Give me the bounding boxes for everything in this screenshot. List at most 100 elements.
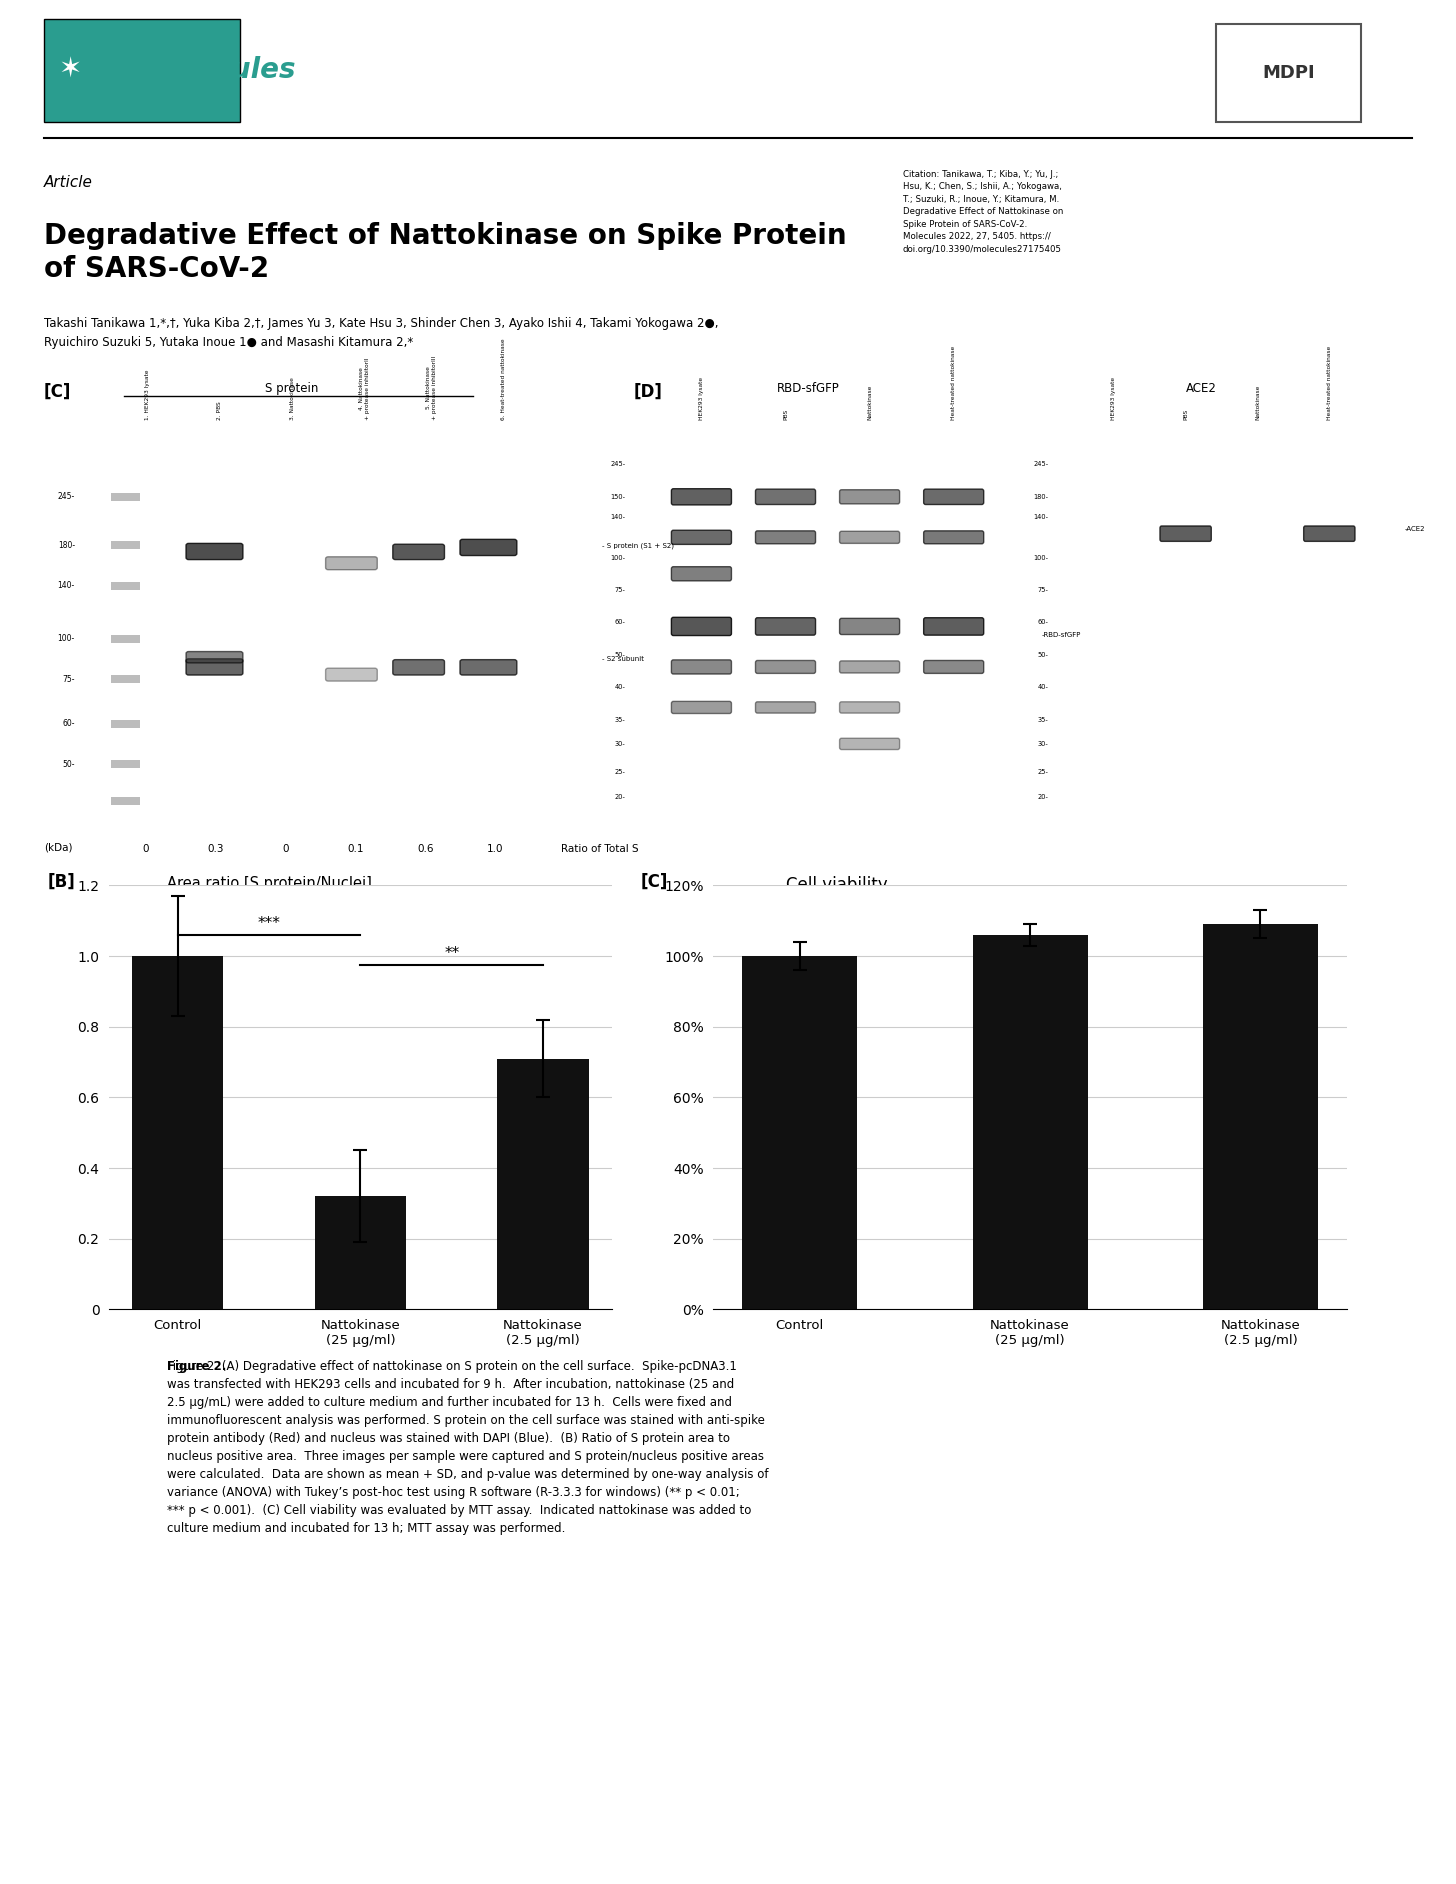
FancyBboxPatch shape <box>756 701 815 714</box>
FancyBboxPatch shape <box>671 529 731 544</box>
Text: [C]: [C] <box>641 872 668 891</box>
Text: 40-: 40- <box>1038 684 1048 690</box>
Text: [C]: [C] <box>44 382 71 401</box>
Text: 180-: 180- <box>58 541 74 550</box>
Bar <box>111 635 140 642</box>
FancyBboxPatch shape <box>840 531 900 543</box>
FancyBboxPatch shape <box>756 531 815 544</box>
Text: HEK293 lysate: HEK293 lysate <box>699 377 703 420</box>
Text: 50-: 50- <box>614 652 626 658</box>
Bar <box>111 674 140 684</box>
Bar <box>111 494 140 501</box>
FancyBboxPatch shape <box>840 701 900 714</box>
Text: ✶: ✶ <box>58 57 82 83</box>
Text: 100-: 100- <box>610 554 626 561</box>
Text: 25-: 25- <box>1038 769 1048 774</box>
Text: Heat-treated nattokinase: Heat-treated nattokinase <box>1326 345 1332 420</box>
FancyBboxPatch shape <box>671 618 731 635</box>
Text: ***: *** <box>258 916 281 931</box>
Text: PBS: PBS <box>1184 409 1188 420</box>
FancyBboxPatch shape <box>326 558 377 569</box>
Text: 2. PBS: 2. PBS <box>217 401 223 420</box>
Text: Cell viability: Cell viability <box>786 876 888 895</box>
Text: Area ratio [S protein/Nuclei]: Area ratio [S protein/Nuclei] <box>167 876 373 891</box>
Text: -RBD-sfGFP: -RBD-sfGFP <box>1042 631 1082 637</box>
Text: 180-: 180- <box>1034 494 1048 499</box>
Text: 245-: 245- <box>1034 462 1048 467</box>
Text: 0.3: 0.3 <box>207 844 224 853</box>
FancyBboxPatch shape <box>840 618 900 635</box>
Text: ACE2: ACE2 <box>1185 382 1217 396</box>
Text: -ACE2: -ACE2 <box>1405 526 1425 531</box>
FancyBboxPatch shape <box>326 669 377 682</box>
FancyBboxPatch shape <box>186 652 243 663</box>
Text: [B]: [B] <box>48 872 76 891</box>
FancyBboxPatch shape <box>671 567 731 580</box>
Text: HEK293 lysate: HEK293 lysate <box>1111 377 1117 420</box>
Text: Citation: Tanikawa, T.; Kiba, Y.; Yu, J.;
Hsu, K.; Chen, S.; Ishii, A.; Yokogawa: Citation: Tanikawa, T.; Kiba, Y.; Yu, J.… <box>903 170 1063 254</box>
FancyBboxPatch shape <box>186 659 243 674</box>
FancyBboxPatch shape <box>186 543 243 560</box>
FancyBboxPatch shape <box>756 490 815 505</box>
Text: - S2 subunit: - S2 subunit <box>603 656 644 661</box>
FancyBboxPatch shape <box>460 539 517 556</box>
FancyBboxPatch shape <box>1303 526 1356 541</box>
Text: 140-: 140- <box>1034 514 1048 520</box>
Text: MDPI: MDPI <box>1262 64 1315 83</box>
Text: S protein: S protein <box>265 382 317 396</box>
FancyBboxPatch shape <box>460 659 517 674</box>
Bar <box>498 1059 588 1309</box>
Text: Nattokinase: Nattokinase <box>868 384 872 420</box>
Text: 25-: 25- <box>614 769 626 774</box>
Text: 75-: 75- <box>1038 588 1048 593</box>
Bar <box>743 955 858 1309</box>
Text: - S protein (S1 + S2): - S protein (S1 + S2) <box>603 543 674 548</box>
Text: 100-: 100- <box>1034 554 1048 561</box>
FancyBboxPatch shape <box>840 661 900 673</box>
Text: 20-: 20- <box>1038 793 1048 799</box>
Bar <box>132 955 223 1309</box>
FancyBboxPatch shape <box>671 659 731 674</box>
Text: Ratio of Total S: Ratio of Total S <box>561 844 638 853</box>
Text: 3. Nattokinase: 3. Nattokinase <box>290 377 294 420</box>
Bar <box>111 759 140 769</box>
Text: 0: 0 <box>143 844 149 853</box>
Text: PBS: PBS <box>783 409 788 420</box>
Text: Heat-treated nattokinase: Heat-treated nattokinase <box>951 345 957 420</box>
Text: 150-: 150- <box>610 494 626 499</box>
Text: 0.6: 0.6 <box>416 844 434 853</box>
FancyBboxPatch shape <box>923 618 984 635</box>
FancyBboxPatch shape <box>671 488 731 505</box>
Text: 30-: 30- <box>614 740 626 746</box>
Text: 60-: 60- <box>614 620 626 625</box>
Text: 20-: 20- <box>614 793 626 799</box>
Bar <box>111 541 140 550</box>
Text: 245-: 245- <box>58 492 74 501</box>
Text: 60-: 60- <box>1038 620 1048 625</box>
Text: 60-: 60- <box>63 720 74 727</box>
Bar <box>111 720 140 727</box>
Text: Figure 2.: Figure 2. <box>167 1360 227 1373</box>
Text: 35-: 35- <box>1038 716 1048 723</box>
Text: [D]: [D] <box>633 382 662 401</box>
FancyBboxPatch shape <box>840 739 900 750</box>
Text: 0.1: 0.1 <box>347 844 364 853</box>
FancyBboxPatch shape <box>1160 526 1211 541</box>
Text: Degradative Effect of Nattokinase on Spike Protein
of SARS-CoV-2: Degradative Effect of Nattokinase on Spi… <box>44 222 846 283</box>
Text: **: ** <box>444 946 459 961</box>
Bar <box>111 582 140 590</box>
Bar <box>973 934 1088 1309</box>
FancyBboxPatch shape <box>44 19 240 122</box>
Text: 4. Nattokinase
+ protease inhibitorII: 4. Nattokinase + protease inhibitorII <box>360 358 370 420</box>
Text: Article: Article <box>44 175 93 190</box>
Bar <box>111 797 140 804</box>
Text: 35-: 35- <box>614 716 626 723</box>
Text: Figure 2. (A) Degradative effect of nattokinase on S protein on the cell surface: Figure 2. (A) Degradative effect of natt… <box>167 1360 769 1535</box>
Text: 0: 0 <box>282 844 288 853</box>
Text: 100-: 100- <box>58 635 74 642</box>
Text: 40-: 40- <box>614 684 626 690</box>
Text: 50-: 50- <box>63 759 74 769</box>
FancyBboxPatch shape <box>393 544 444 560</box>
Text: 50-: 50- <box>1038 652 1048 658</box>
FancyBboxPatch shape <box>671 701 731 714</box>
